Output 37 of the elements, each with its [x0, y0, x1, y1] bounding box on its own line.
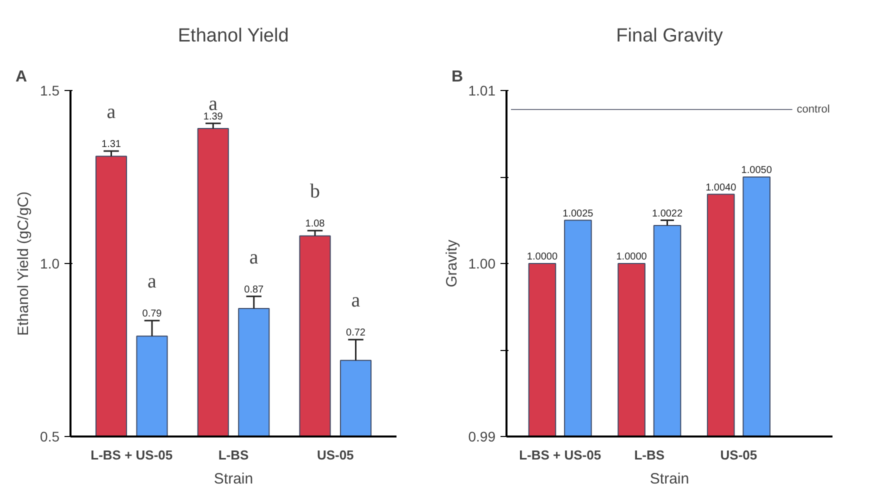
x-tick-label: L-BS [634, 448, 665, 462]
text: A [16, 68, 28, 86]
x-axis-title: Strain [650, 470, 690, 488]
y-tick-label: 1.5 [40, 82, 60, 98]
data-label: 1.31 [102, 139, 122, 150]
ref-line-label: control [796, 104, 830, 116]
y-tick-label: 1.01 [468, 82, 496, 98]
data-label: 0.79 [142, 308, 162, 320]
y-tick-label: 0.5 [40, 428, 60, 444]
x-tick-label: US-05 [316, 448, 354, 462]
y-axis-title: Ethanol Yield (gC/gC) [15, 192, 32, 336]
x-tick-label: L-BS [218, 448, 249, 462]
annotation: a [106, 101, 116, 124]
annotation: a [351, 290, 360, 312]
x-tick-label: L-BS + US-05 [519, 448, 602, 462]
data-label: 1.0000 [526, 252, 558, 262]
data-label: 0.72 [346, 328, 366, 339]
data-label: 1.08 [305, 218, 326, 230]
data-label: 1.0050 [741, 165, 772, 176]
x-axis-title: Strain [214, 470, 254, 488]
data-label: 1.0000 [616, 252, 648, 262]
y-tick-label: 0.99 [468, 428, 496, 444]
annotation: a [249, 246, 258, 268]
data-label: 1.0022 [652, 208, 683, 220]
x-tick-label: US-05 [720, 448, 758, 462]
y-tick-label: 1.00 [468, 256, 496, 272]
text: B [452, 68, 464, 86]
chart-title: Ethanol Yield [178, 26, 289, 46]
data-label: 1.0025 [562, 208, 594, 220]
data-label: 0.87 [244, 284, 264, 296]
annotation: b [310, 180, 320, 203]
x-tick-label: L-BS + US-05 [90, 448, 173, 462]
data-label: 1.0040 [706, 182, 737, 194]
y-tick-label: 1.0 [40, 256, 60, 272]
chart-title: Final Gravity [616, 26, 724, 46]
annotation: a [148, 270, 157, 293]
y-axis-title: Gravity [443, 239, 460, 288]
